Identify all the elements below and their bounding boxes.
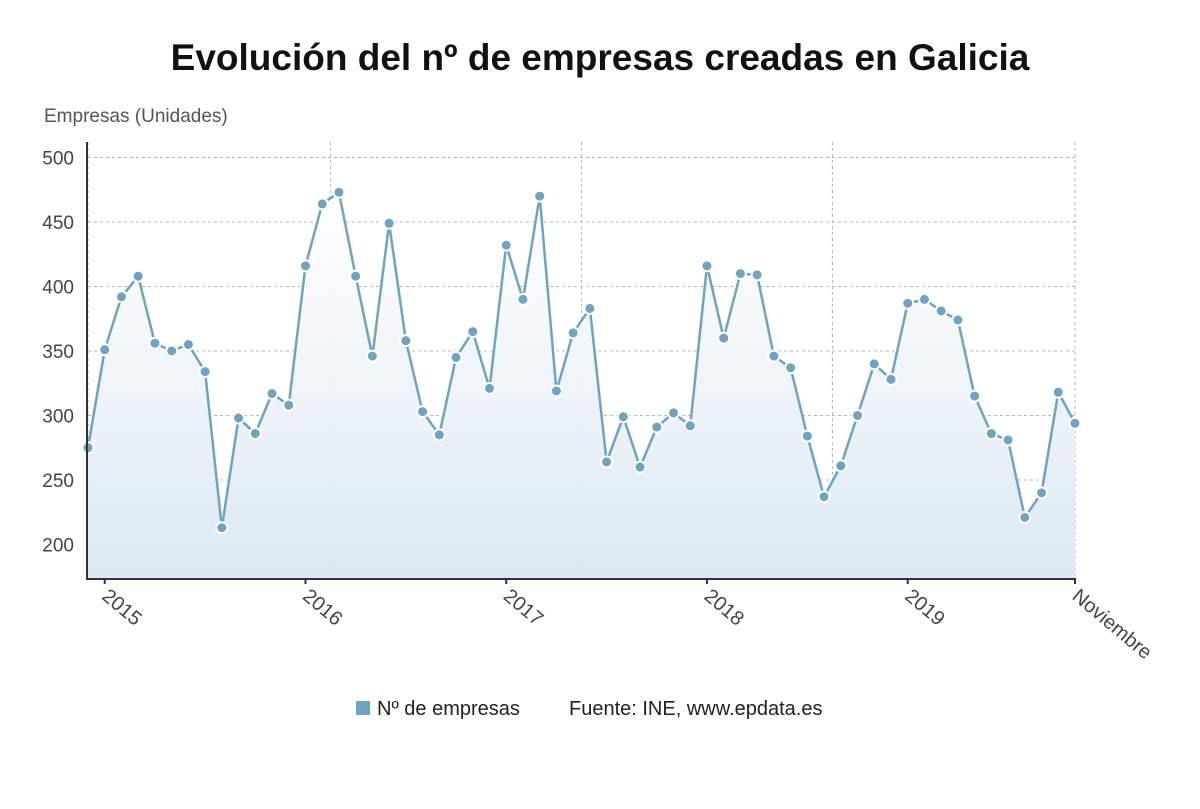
data-point — [683, 419, 697, 433]
data-point — [399, 334, 413, 348]
data-point — [533, 189, 547, 203]
data-point — [1068, 416, 1082, 430]
x-tick-label: 2018 — [700, 585, 748, 630]
data-point — [1018, 510, 1032, 524]
data-point — [516, 292, 530, 306]
chart-title: Evolución del nº de empresas creadas en … — [171, 37, 1030, 78]
y-tick-label: 500 — [42, 148, 74, 169]
data-point — [1001, 433, 1015, 447]
x-tick-label: 2016 — [298, 585, 346, 630]
data-point — [449, 350, 463, 364]
data-point — [650, 420, 664, 434]
data-point — [834, 459, 848, 473]
data-point — [566, 326, 580, 340]
data-point — [667, 406, 681, 420]
y-tick-label: 250 — [42, 471, 74, 492]
data-point — [181, 338, 195, 352]
data-point — [332, 185, 346, 199]
series-area — [88, 192, 1075, 579]
source-label: Fuente: INE, www.epdata.es — [569, 698, 822, 720]
y-tick-label: 350 — [42, 342, 74, 363]
data-point — [616, 410, 630, 424]
data-point — [1035, 486, 1049, 500]
x-tick-label: 2019 — [900, 585, 948, 630]
y-tick-label: 400 — [42, 277, 74, 298]
data-point — [784, 361, 798, 375]
x-tick-label: 2017 — [499, 585, 547, 630]
data-point — [867, 357, 881, 371]
data-point — [416, 405, 430, 419]
data-point — [934, 304, 948, 318]
data-point — [884, 372, 898, 386]
data-point — [215, 521, 229, 535]
data-point — [600, 455, 614, 469]
data-point — [917, 292, 931, 306]
data-point — [148, 336, 162, 350]
data-point — [248, 427, 262, 441]
area-fill — [88, 192, 1075, 579]
data-point — [432, 428, 446, 442]
axes — [86, 142, 1075, 580]
x-tick-labels: 2015 2016 2017 2018 2019 Noviembre — [98, 578, 1156, 664]
data-point — [265, 387, 279, 401]
data-point — [750, 268, 764, 282]
x-tick-label: 2015 — [98, 585, 146, 630]
data-point — [800, 429, 814, 443]
legend-swatch — [356, 701, 370, 715]
legend: Nº de empresas Fuente: INE, www.epdata.e… — [356, 698, 822, 720]
y-tick-label: 300 — [42, 406, 74, 427]
data-point — [98, 343, 112, 357]
data-point — [549, 384, 563, 398]
data-point — [951, 313, 965, 327]
data-point — [733, 267, 747, 281]
data-point — [482, 381, 496, 395]
x-tick-label: Noviembre — [1068, 585, 1156, 664]
data-point — [165, 344, 179, 358]
data-point — [583, 301, 597, 315]
data-point — [901, 296, 915, 310]
data-point — [114, 290, 128, 304]
data-point — [499, 238, 513, 252]
data-point — [717, 331, 731, 345]
data-point — [298, 259, 312, 273]
data-point — [282, 398, 296, 412]
y-tick-label: 200 — [42, 535, 74, 556]
data-point — [968, 389, 982, 403]
legend-series-label: Nº de empresas — [377, 698, 520, 720]
data-point — [817, 490, 831, 504]
data-point — [851, 408, 865, 422]
data-point — [633, 460, 647, 474]
data-point — [984, 427, 998, 441]
data-point — [382, 216, 396, 230]
data-point — [232, 411, 246, 425]
data-point — [131, 269, 145, 283]
data-point — [1051, 385, 1065, 399]
data-point — [700, 259, 714, 273]
y-axis-label: Empresas (Unidades) — [44, 106, 228, 127]
y-tick-labels: 200 250 300 350 400 450 500 — [42, 148, 74, 556]
data-point — [466, 325, 480, 339]
data-point — [349, 269, 363, 283]
data-point — [365, 349, 379, 363]
data-point — [767, 349, 781, 363]
y-tick-label: 450 — [42, 213, 74, 234]
data-point — [198, 365, 212, 379]
data-point — [315, 197, 329, 211]
